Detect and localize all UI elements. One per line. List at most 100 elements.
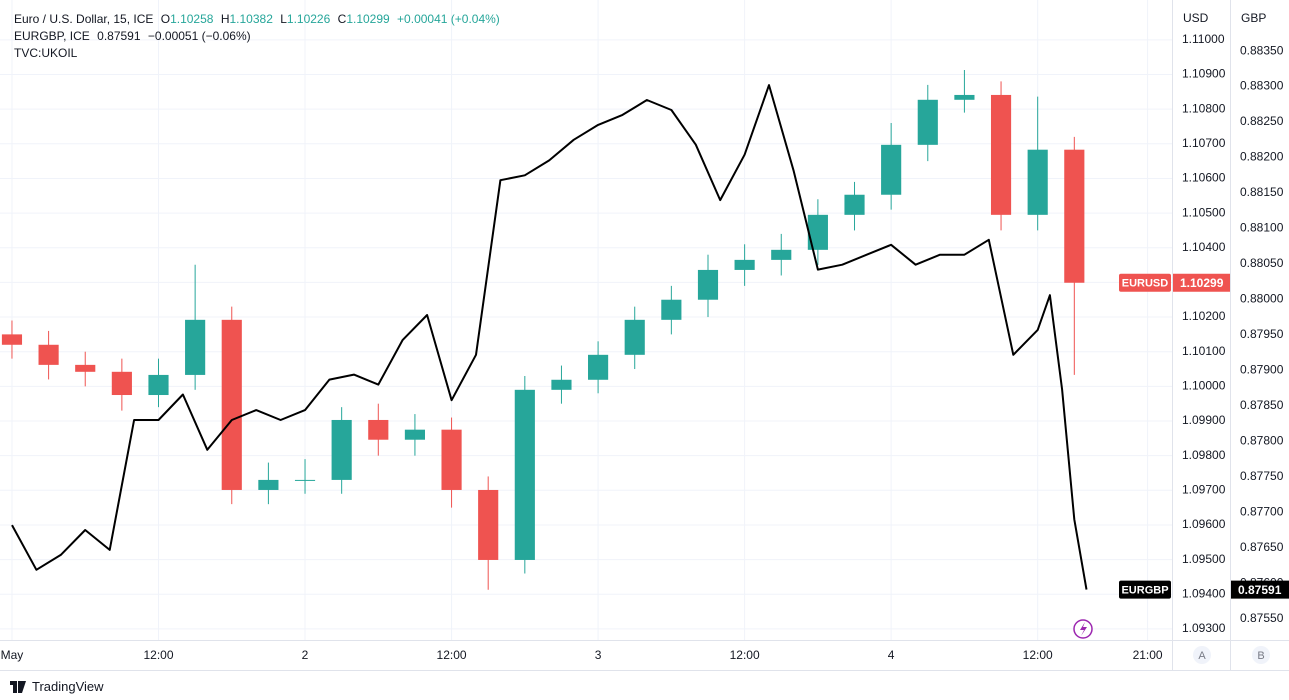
x-tick-label: 12:00 [437, 648, 467, 662]
ohlc-key: C [337, 12, 347, 26]
series-tag [1119, 273, 1171, 292]
y2-tick-label: 0.88100 [1240, 221, 1284, 235]
series-tag-label: EURGBP [1121, 585, 1168, 597]
y-tick-label: 1.09400 [1182, 586, 1226, 600]
x-tick-label: May [1, 648, 24, 662]
y-tick-label: 1.09800 [1182, 448, 1226, 462]
candle-body [844, 194, 865, 215]
y-tick-label: 1.10600 [1182, 171, 1226, 185]
legend-line: Euro / U.S. Dollar, 15, ICE O1.10258 H1.… [14, 11, 504, 28]
symbol-name: TVC:UKOIL [14, 46, 78, 60]
price-tag-label: 1.10299 [1180, 276, 1224, 290]
candle-body [807, 214, 828, 250]
candle-body [514, 389, 535, 560]
series-tag [1119, 580, 1171, 599]
scale-button-label[interactable]: B [1257, 650, 1264, 662]
x-tick-label: 12:00 [143, 648, 173, 662]
price-tag [1173, 273, 1230, 292]
logo [10, 680, 26, 693]
y-tick-label: 1.10200 [1182, 309, 1226, 323]
price-tag-label: 0.87591 [1238, 583, 1282, 597]
y-tick-label: 1.09600 [1182, 517, 1226, 531]
y2-tick-label: 0.87700 [1240, 504, 1284, 518]
legend: Euro / U.S. Dollar, 15, ICE O1.10258 H1.… [14, 11, 504, 62]
ohlc-key: L [280, 12, 287, 26]
y-tick-label: 1.11000 [1182, 32, 1225, 46]
candle-body [38, 344, 59, 365]
candle-body [624, 319, 645, 355]
y2-tick-label: 0.87800 [1240, 434, 1284, 448]
x-tick-label: 4 [888, 648, 895, 662]
x-tick-label: 2 [302, 648, 309, 662]
y-tick-label: 1.09700 [1182, 482, 1226, 496]
price-tag [1231, 580, 1289, 599]
symbol-name: EURGBP, ICE [14, 29, 90, 43]
ohlc-value: 1.10258 [170, 12, 214, 26]
price-change: +0.00041 (+0.04%) [397, 12, 500, 26]
footer: TradingView [10, 679, 104, 694]
candle-body [258, 479, 279, 490]
candle-body [368, 419, 389, 440]
price-change: −0.00051 (−0.06%) [147, 29, 251, 43]
y2-tick-label: 0.87550 [1240, 611, 1284, 625]
series-tag-label: EURUSD [1122, 278, 1169, 290]
ohlc-key: H [220, 12, 230, 26]
y-tick-label: 1.09900 [1182, 413, 1226, 427]
candle-body [478, 489, 499, 560]
y2-tick-label: 0.88050 [1240, 256, 1284, 270]
symbol-name: Euro / U.S. Dollar, 15, ICE [14, 12, 154, 26]
y2-tick-label: 0.87750 [1240, 469, 1284, 483]
y-tick-label: 1.10000 [1182, 379, 1226, 393]
y-tick-label: 1.10700 [1182, 136, 1226, 150]
candle-body [990, 94, 1012, 215]
ohlc-value: 1.10226 [286, 12, 331, 26]
candle-body [954, 94, 975, 100]
candle-body [661, 299, 682, 320]
y2-tick-label: 0.87950 [1240, 327, 1284, 341]
y-tick-label: 1.09500 [1182, 552, 1226, 566]
scale-button-label[interactable]: A [1198, 650, 1206, 662]
candle-body [551, 379, 572, 390]
x-tick-label: 3 [595, 648, 602, 662]
y-tick-label: 1.10400 [1182, 240, 1226, 254]
brand: TradingView [32, 679, 104, 694]
event-icon [1080, 622, 1087, 636]
y2-axis-label: GBP [1241, 11, 1266, 25]
y2-tick-label: 0.87850 [1240, 398, 1284, 412]
y2-tick-label: 0.88250 [1240, 114, 1284, 128]
y2-tick-label: 0.88200 [1240, 150, 1284, 164]
legend-line: TVC:UKOIL [14, 45, 504, 62]
y2-tick-label: 0.88300 [1240, 79, 1284, 93]
y2-tick-label: 0.88000 [1240, 292, 1284, 306]
y-tick-label: 1.10500 [1182, 205, 1226, 219]
ohlc-value: 1.10299 [346, 12, 390, 26]
candle-body [75, 364, 96, 372]
candle-body [221, 319, 242, 490]
y-tick-label: 1.10900 [1182, 67, 1226, 81]
symbol-value: 0.87591 [97, 29, 141, 43]
series-line [11, 84, 1088, 590]
y2-tick-label: 0.87650 [1240, 540, 1284, 554]
candle-body [148, 374, 169, 396]
candle-body [331, 419, 352, 480]
candle-body [917, 99, 938, 145]
x-tick-label: 12:00 [1023, 648, 1053, 662]
candle-body [697, 269, 719, 300]
x-tick-label: 21:00 [1133, 648, 1163, 662]
y-axis-label: USD [1183, 11, 1209, 25]
candle-body [404, 429, 425, 440]
y2-tick-label: 0.87900 [1240, 363, 1284, 377]
y-tick-label: 1.10100 [1182, 344, 1226, 358]
y2-tick-label: 0.88150 [1240, 185, 1284, 199]
candle-body [1064, 149, 1085, 283]
scale-button[interactable] [1193, 646, 1211, 664]
candle-body [734, 259, 755, 270]
y-tick-label: 1.10800 [1182, 101, 1226, 115]
candle-body [111, 371, 132, 396]
x-tick-label: 12:00 [730, 648, 760, 662]
candle-body [441, 429, 462, 490]
legend-line: EURGBP, ICE 0.87591 −0.00051 (−0.06%) [14, 28, 504, 45]
scale-button[interactable] [1252, 646, 1270, 664]
